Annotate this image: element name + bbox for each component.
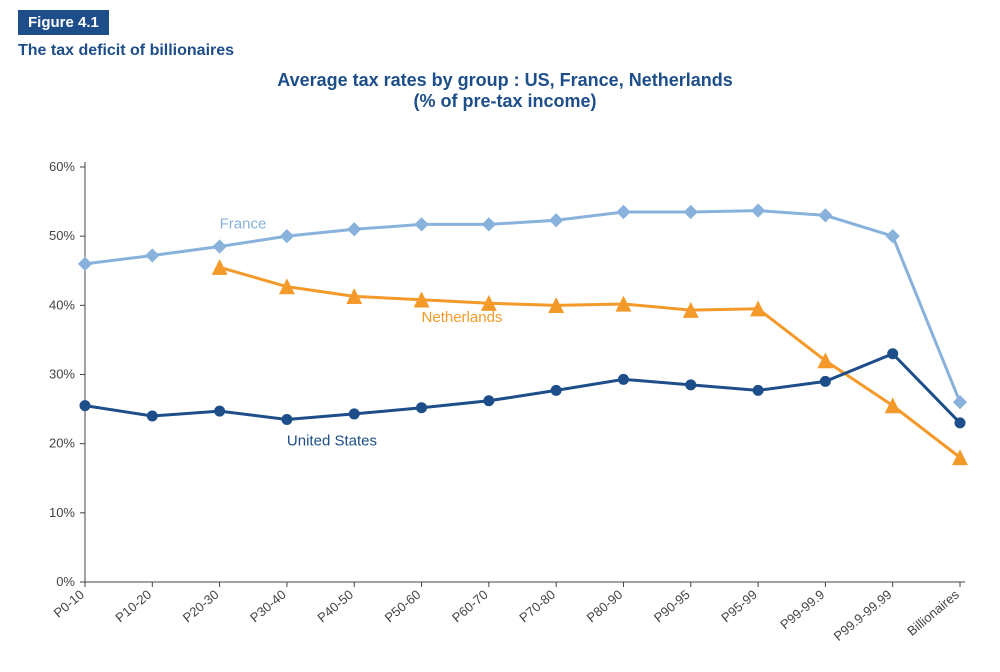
x-tick-label: P10-20	[112, 587, 154, 625]
series-marker	[550, 214, 563, 227]
series-marker	[147, 411, 157, 421]
series-marker	[618, 374, 628, 384]
series-line-netherlands	[220, 267, 960, 457]
x-tick-label: P0-10	[51, 587, 87, 621]
y-tick-label: 60%	[49, 159, 75, 174]
y-tick-label: 50%	[49, 228, 75, 243]
chart-title-line1: Average tax rates by group : US, France,…	[30, 70, 980, 91]
series-marker	[282, 414, 292, 424]
series-marker	[348, 223, 361, 236]
page-root: Figure 4.1 The tax deficit of billionair…	[0, 0, 1000, 663]
series-marker	[415, 218, 428, 231]
series-marker	[684, 206, 697, 219]
x-tick-label: P20-30	[180, 587, 222, 625]
y-tick-label: 10%	[49, 505, 75, 520]
figure-badge: Figure 4.1	[18, 10, 109, 35]
y-tick-label: 0%	[56, 574, 75, 589]
chart-title: Average tax rates by group : US, France,…	[30, 70, 980, 112]
series-marker	[617, 206, 630, 219]
x-tick-label: P40-50	[314, 587, 356, 625]
series-marker	[213, 240, 226, 253]
series-marker	[482, 218, 495, 231]
series-marker	[551, 385, 561, 395]
series-marker	[79, 257, 92, 270]
x-tick-label: P95-99	[718, 587, 760, 625]
series-label-united-states: United States	[287, 432, 377, 449]
x-tick-label: P99-99.9	[777, 587, 827, 632]
series-line-france	[85, 211, 960, 403]
chart-container: Average tax rates by group : US, France,…	[30, 70, 980, 655]
series-marker	[955, 418, 965, 428]
series-marker	[146, 249, 159, 262]
series-label-netherlands: Netherlands	[422, 309, 503, 326]
series-marker	[753, 385, 763, 395]
series-marker	[280, 230, 293, 243]
x-tick-label: P70-80	[516, 587, 558, 625]
figure-subtitle: The tax deficit of billionaires	[18, 42, 234, 60]
series-marker	[215, 406, 225, 416]
chart-title-line2: (% of pre-tax income)	[30, 91, 980, 112]
series-marker	[752, 204, 765, 217]
x-tick-label: P60-70	[449, 587, 491, 625]
series-marker	[888, 349, 898, 359]
series-marker	[819, 209, 832, 222]
series-marker	[820, 376, 830, 386]
series-marker	[349, 409, 359, 419]
series-label-france: France	[220, 216, 267, 233]
series-marker	[80, 401, 90, 411]
series-marker	[417, 403, 427, 413]
y-tick-label: 20%	[49, 436, 75, 451]
x-tick-label: P99.9-99.99	[831, 587, 895, 644]
x-tick-label: P90-95	[651, 587, 693, 625]
x-tick-label: P80-90	[584, 587, 626, 625]
y-tick-label: 40%	[49, 297, 75, 312]
series-marker	[484, 396, 494, 406]
x-tick-label: P30-40	[247, 587, 289, 625]
series-marker	[954, 396, 967, 409]
y-tick-label: 30%	[49, 367, 75, 382]
series-marker	[886, 230, 899, 243]
series-marker	[686, 380, 696, 390]
chart-svg: 0% 10% 20% 30% 40% 50% 60% P0-10 P10-20 P20-30 P30…	[30, 112, 980, 672]
x-tick-label: P50-60	[382, 587, 424, 625]
x-tick-label: Billionaires	[904, 586, 962, 638]
